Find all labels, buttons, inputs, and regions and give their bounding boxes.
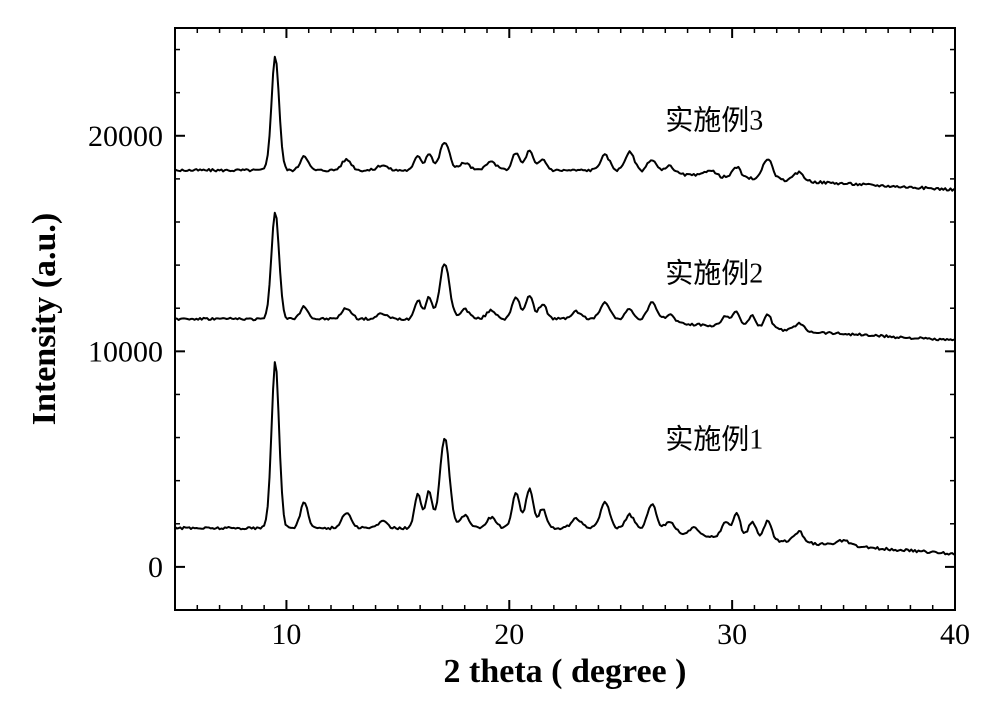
chart-svg: 10 20 30 40 0 10000 20000 2 theta ( degree ) Int… [0, 0, 1000, 705]
svg-text:Intensity (a.u.): Intensity (a.u.) [26, 213, 63, 426]
svg-text:30: 30 [717, 618, 747, 651]
xrd-chart: 10 20 30 40 0 10000 20000 2 theta ( degree ) Int… [0, 0, 1000, 705]
svg-text:0: 0 [148, 551, 163, 584]
svg-text:实施例2: 实施例2 [665, 257, 763, 289]
svg-text:10: 10 [271, 618, 301, 651]
svg-text:实施例1: 实施例1 [665, 423, 763, 455]
svg-text:40: 40 [940, 618, 970, 651]
svg-text:20: 20 [494, 618, 524, 651]
svg-text:实施例3: 实施例3 [665, 104, 763, 136]
svg-text:10000: 10000 [88, 335, 163, 368]
svg-text:2 theta ( degree ): 2 theta ( degree ) [444, 653, 687, 690]
svg-text:20000: 20000 [88, 120, 163, 153]
